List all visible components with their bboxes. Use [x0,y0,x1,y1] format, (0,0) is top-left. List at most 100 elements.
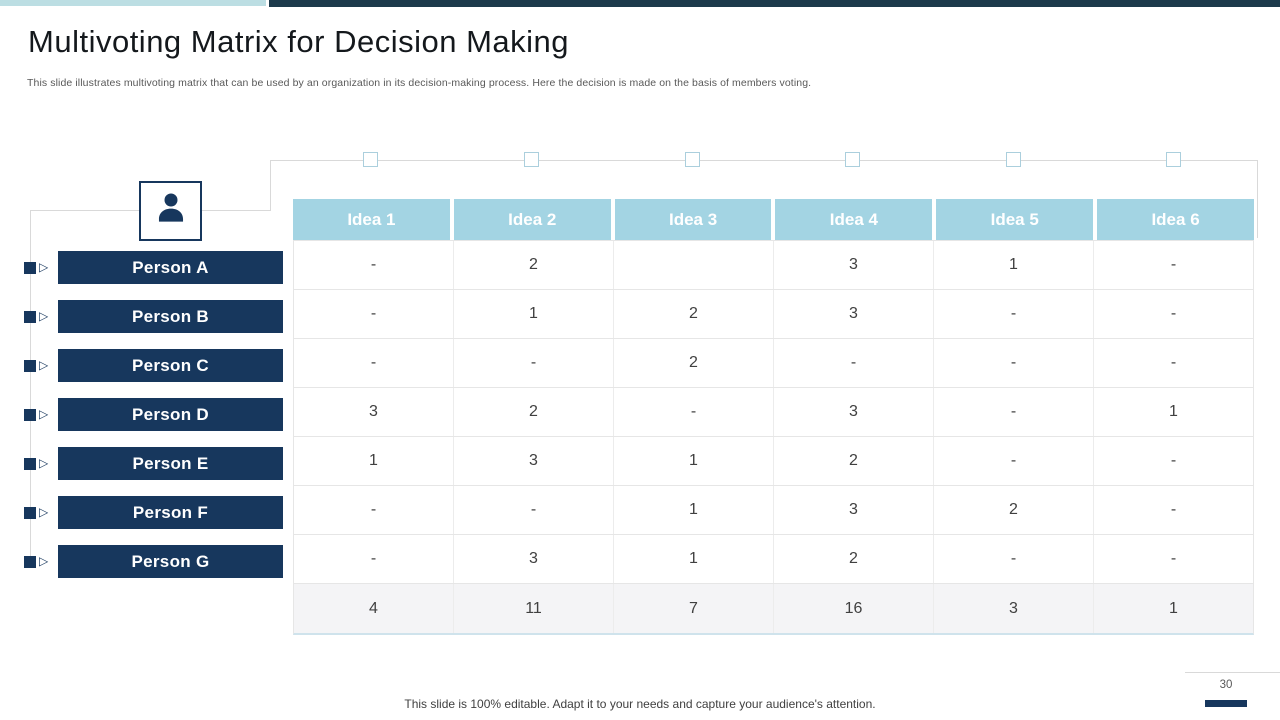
connector-line [201,210,270,211]
square-bullet-icon [24,311,36,323]
vote-cell: - [614,388,774,436]
person-label-f: Person F [58,496,283,529]
matrix-header-row: Idea 1 Idea 2 Idea 3 Idea 4 Idea 5 Idea … [293,199,1254,240]
person-label-b: Person B [58,300,283,333]
top-accent-bar-light [0,0,266,6]
connector-node-icon [363,152,378,167]
triangle-right-icon: ▷ [39,358,49,372]
vote-cell: 3 [454,535,614,583]
top-accent-bar-dark [269,0,1280,7]
vote-cell: 1 [934,241,1094,289]
vote-cell: - [774,339,934,387]
vote-cell: 2 [614,339,774,387]
table-row: - 1 2 3 - - [294,290,1253,339]
footer-divider [1185,672,1280,673]
page-number-accent-bar [1205,700,1247,707]
connector-node-icon [524,152,539,167]
person-label-g: Person G [58,545,283,578]
vote-cell: 3 [774,388,934,436]
vote-cell: 3 [294,388,454,436]
vote-cell: - [1170,305,1177,322]
vote-cell: - [454,339,614,387]
vote-cell: - [454,486,614,534]
connector-line [270,160,1258,161]
connector-line [270,160,271,211]
connector-node-icon [1166,152,1181,167]
vote-cell: 1 [294,437,454,485]
connector-line [1257,160,1258,238]
table-row: - 2 3 1 - [294,241,1253,290]
person-label-a: Person A [58,251,283,284]
total-cell: 1 [1169,599,1178,617]
connector-line [30,210,31,562]
vote-cell: 3 [454,437,614,485]
connector-node-icon [1006,152,1021,167]
vote-cell: 1 [614,437,774,485]
table-row: 1 3 1 2 - - [294,437,1253,486]
vote-cell: 3 [774,290,934,338]
vote-cell: - [934,535,1094,583]
vote-cell: - [1170,501,1177,518]
vote-cell: - [1170,550,1177,567]
connector-line [30,210,139,211]
vote-cell: - [934,437,1094,485]
person-label-d: Person D [58,398,283,431]
vote-cell: 3 [774,241,934,289]
vote-cell: - [934,388,1094,436]
slide-subtitle: This slide illustrates multivoting matri… [27,77,812,89]
vote-cell: - [294,241,454,289]
column-header: Idea 4 [775,199,933,240]
triangle-right-icon: ▷ [39,407,49,421]
total-cell: 3 [934,584,1094,633]
vote-cell: - [294,535,454,583]
vote-cell: 2 [934,486,1094,534]
table-row: 3 2 - 3 - 1 [294,388,1253,437]
slide-title: Multivoting Matrix for Decision Making [28,24,570,59]
vote-cell: - [294,339,454,387]
person-label-c: Person C [58,349,283,382]
total-cell: 7 [614,584,774,633]
vote-cell: 1 [614,535,774,583]
vote-cell: - [294,290,454,338]
vote-cell: 1 [614,486,774,534]
vote-cell [614,241,774,289]
vote-cell: - [934,290,1094,338]
square-bullet-icon [24,556,36,568]
totals-row: 4 11 7 16 3 1 [294,584,1253,633]
person-icon [152,190,190,233]
vote-cell: 2 [774,535,934,583]
vote-cell: 3 [774,486,934,534]
table-row: - - 1 3 2 - [294,486,1253,535]
vote-cell: 2 [614,290,774,338]
triangle-right-icon: ▷ [39,456,49,470]
vote-cell: 1 [454,290,614,338]
vote-cell: - [934,339,1094,387]
vote-cell: 1 [1169,403,1178,420]
vote-cell: - [294,486,454,534]
square-bullet-icon [24,262,36,274]
vote-cell: 2 [774,437,934,485]
matrix-table: - 2 3 1 - - 1 2 3 - - - - 2 - - - 3 2 - … [293,240,1254,635]
square-bullet-icon [24,360,36,372]
square-bullet-icon [24,507,36,519]
column-header: Idea 3 [614,199,772,240]
column-header: Idea 5 [936,199,1094,240]
total-cell: 4 [294,584,454,633]
total-cell: 16 [774,584,934,633]
triangle-right-icon: ▷ [39,554,49,568]
vote-cell: 2 [454,241,614,289]
vote-cell: - [1170,256,1177,273]
triangle-right-icon: ▷ [39,260,49,274]
connector-node-icon [685,152,700,167]
table-row: - 3 1 2 - - [294,535,1253,584]
total-cell: 11 [454,584,614,633]
vote-cell: 2 [454,388,614,436]
person-label-e: Person E [58,447,283,480]
vote-cell: - [1170,452,1177,469]
column-header: Idea 2 [453,199,611,240]
page-number: 30 [1219,679,1233,691]
column-header: Idea 1 [293,199,450,240]
triangle-right-icon: ▷ [39,505,49,519]
square-bullet-icon [24,458,36,470]
